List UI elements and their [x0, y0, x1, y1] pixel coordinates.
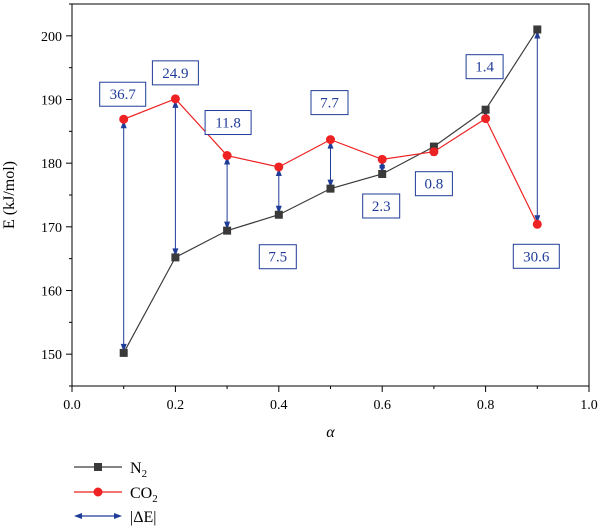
co2-point: [326, 135, 335, 145]
legend-item: N2: [74, 460, 147, 480]
delta-arrow-head: [534, 30, 541, 39]
delta-annotation: 24.9: [151, 60, 199, 86]
n2-point: [481, 105, 490, 114]
n2-point: [171, 253, 180, 262]
legend-label: CO2: [130, 485, 158, 505]
x-axis: 0.0 0.2 0.4 0.6 0.8 1.0: [63, 386, 598, 413]
n2-point: [223, 226, 232, 235]
annotation-box: [512, 243, 560, 269]
co2-point: [170, 94, 180, 104]
annotation-box: [151, 60, 199, 86]
legend: N2 CO2 |ΔE|: [74, 460, 158, 526]
y-tick-label: 180: [41, 157, 62, 172]
n2-point: [119, 348, 128, 357]
delta-annotation: 0.8: [414, 171, 453, 197]
co2-point: [481, 114, 491, 124]
delta-arrow-head: [120, 343, 127, 352]
co2-point: [274, 162, 284, 172]
annotation-box: [465, 54, 504, 80]
annotation-box: [99, 81, 147, 107]
x-tick-label: 0.6: [373, 398, 391, 413]
y-axis-title: E (kJ/mol): [1, 161, 18, 229]
delta-arrow-head: [379, 164, 386, 173]
delta-arrow-head: [224, 221, 231, 230]
series-markers: [119, 25, 542, 357]
y-tick-label: 150: [41, 348, 62, 363]
delta-arrow-head: [172, 99, 179, 108]
annotation-box: [258, 244, 297, 270]
n2-point: [274, 210, 283, 219]
n2-point: [326, 184, 335, 193]
delta-arrow-head: [275, 167, 282, 176]
y-tick-label: 190: [41, 94, 62, 109]
delta-annotations: 36.7 24.9 11.8 7.5 7.7 2.3 0.8 1.4 30.6: [99, 54, 560, 270]
x-tick-label: 1.0: [580, 398, 598, 413]
delta-annotation: 11.8: [204, 110, 252, 136]
delta-annotation: 36.7: [99, 81, 147, 107]
legend-marker: [94, 463, 102, 471]
delta-arrow-head: [172, 248, 179, 257]
legend-item: |ΔE|: [74, 509, 156, 526]
x-tick-label: 0.8: [477, 398, 495, 413]
delta-annotation: 7.7: [310, 90, 349, 116]
y-axis: 150 160 170 180 190 200: [41, 3, 72, 387]
co2-point: [532, 219, 542, 229]
legend-label: N2: [130, 460, 147, 480]
delta-arrow-head: [327, 140, 334, 149]
co2-point: [119, 114, 129, 124]
plot-frame: [71, 3, 590, 387]
delta-annotation: 1.4: [465, 54, 504, 80]
annotation-box: [362, 193, 401, 219]
co2-point: [222, 151, 232, 161]
delta-label: 0.8: [425, 177, 444, 193]
y-tick-label: 170: [41, 221, 62, 236]
delta-arrow-head: [327, 179, 334, 188]
n2-point: [533, 25, 542, 34]
annotation-box: [204, 110, 252, 136]
delta-label: 36.7: [110, 87, 137, 103]
delta-label: 7.7: [320, 96, 339, 112]
delta-label: 2.3: [372, 199, 391, 215]
x-tick-label: 0.2: [167, 398, 185, 413]
legend-label: |ΔE|: [130, 509, 156, 526]
legend-item: CO2: [74, 485, 158, 505]
n2-point: [378, 169, 387, 178]
delta-arrow-head: [534, 215, 541, 224]
y-tick-label: 200: [41, 30, 62, 45]
delta-annotation: 30.6: [512, 243, 560, 269]
annotation-box: [310, 90, 349, 116]
legend-subscript: 2: [142, 468, 148, 480]
legend-subscript: 2: [152, 493, 158, 505]
n2-point: [429, 142, 438, 151]
delta-label: 30.6: [523, 249, 550, 265]
delta-label: 7.5: [268, 250, 287, 266]
delta-arrow-head: [224, 156, 231, 165]
x-axis-title: α: [326, 424, 335, 441]
plot-border: [71, 3, 590, 387]
delta-annotation: 2.3: [362, 193, 401, 219]
legend-arrow-head: [114, 513, 122, 519]
delta-label: 24.9: [162, 66, 188, 82]
legend-marker: [93, 487, 103, 497]
delta-annotation: 7.5: [258, 244, 297, 270]
co2-point: [377, 154, 387, 164]
delta-label: 1.4: [475, 60, 494, 76]
annotation-box: [414, 171, 453, 197]
delta-label: 11.8: [215, 116, 241, 132]
delta-arrow-head: [120, 120, 127, 129]
y-tick-label: 160: [41, 285, 62, 300]
x-tick-label: 0.0: [63, 398, 81, 413]
co2-point: [429, 147, 439, 157]
legend-arrow-head: [74, 513, 82, 519]
delta-arrow-head: [275, 205, 282, 214]
x-tick-label: 0.4: [270, 398, 288, 413]
